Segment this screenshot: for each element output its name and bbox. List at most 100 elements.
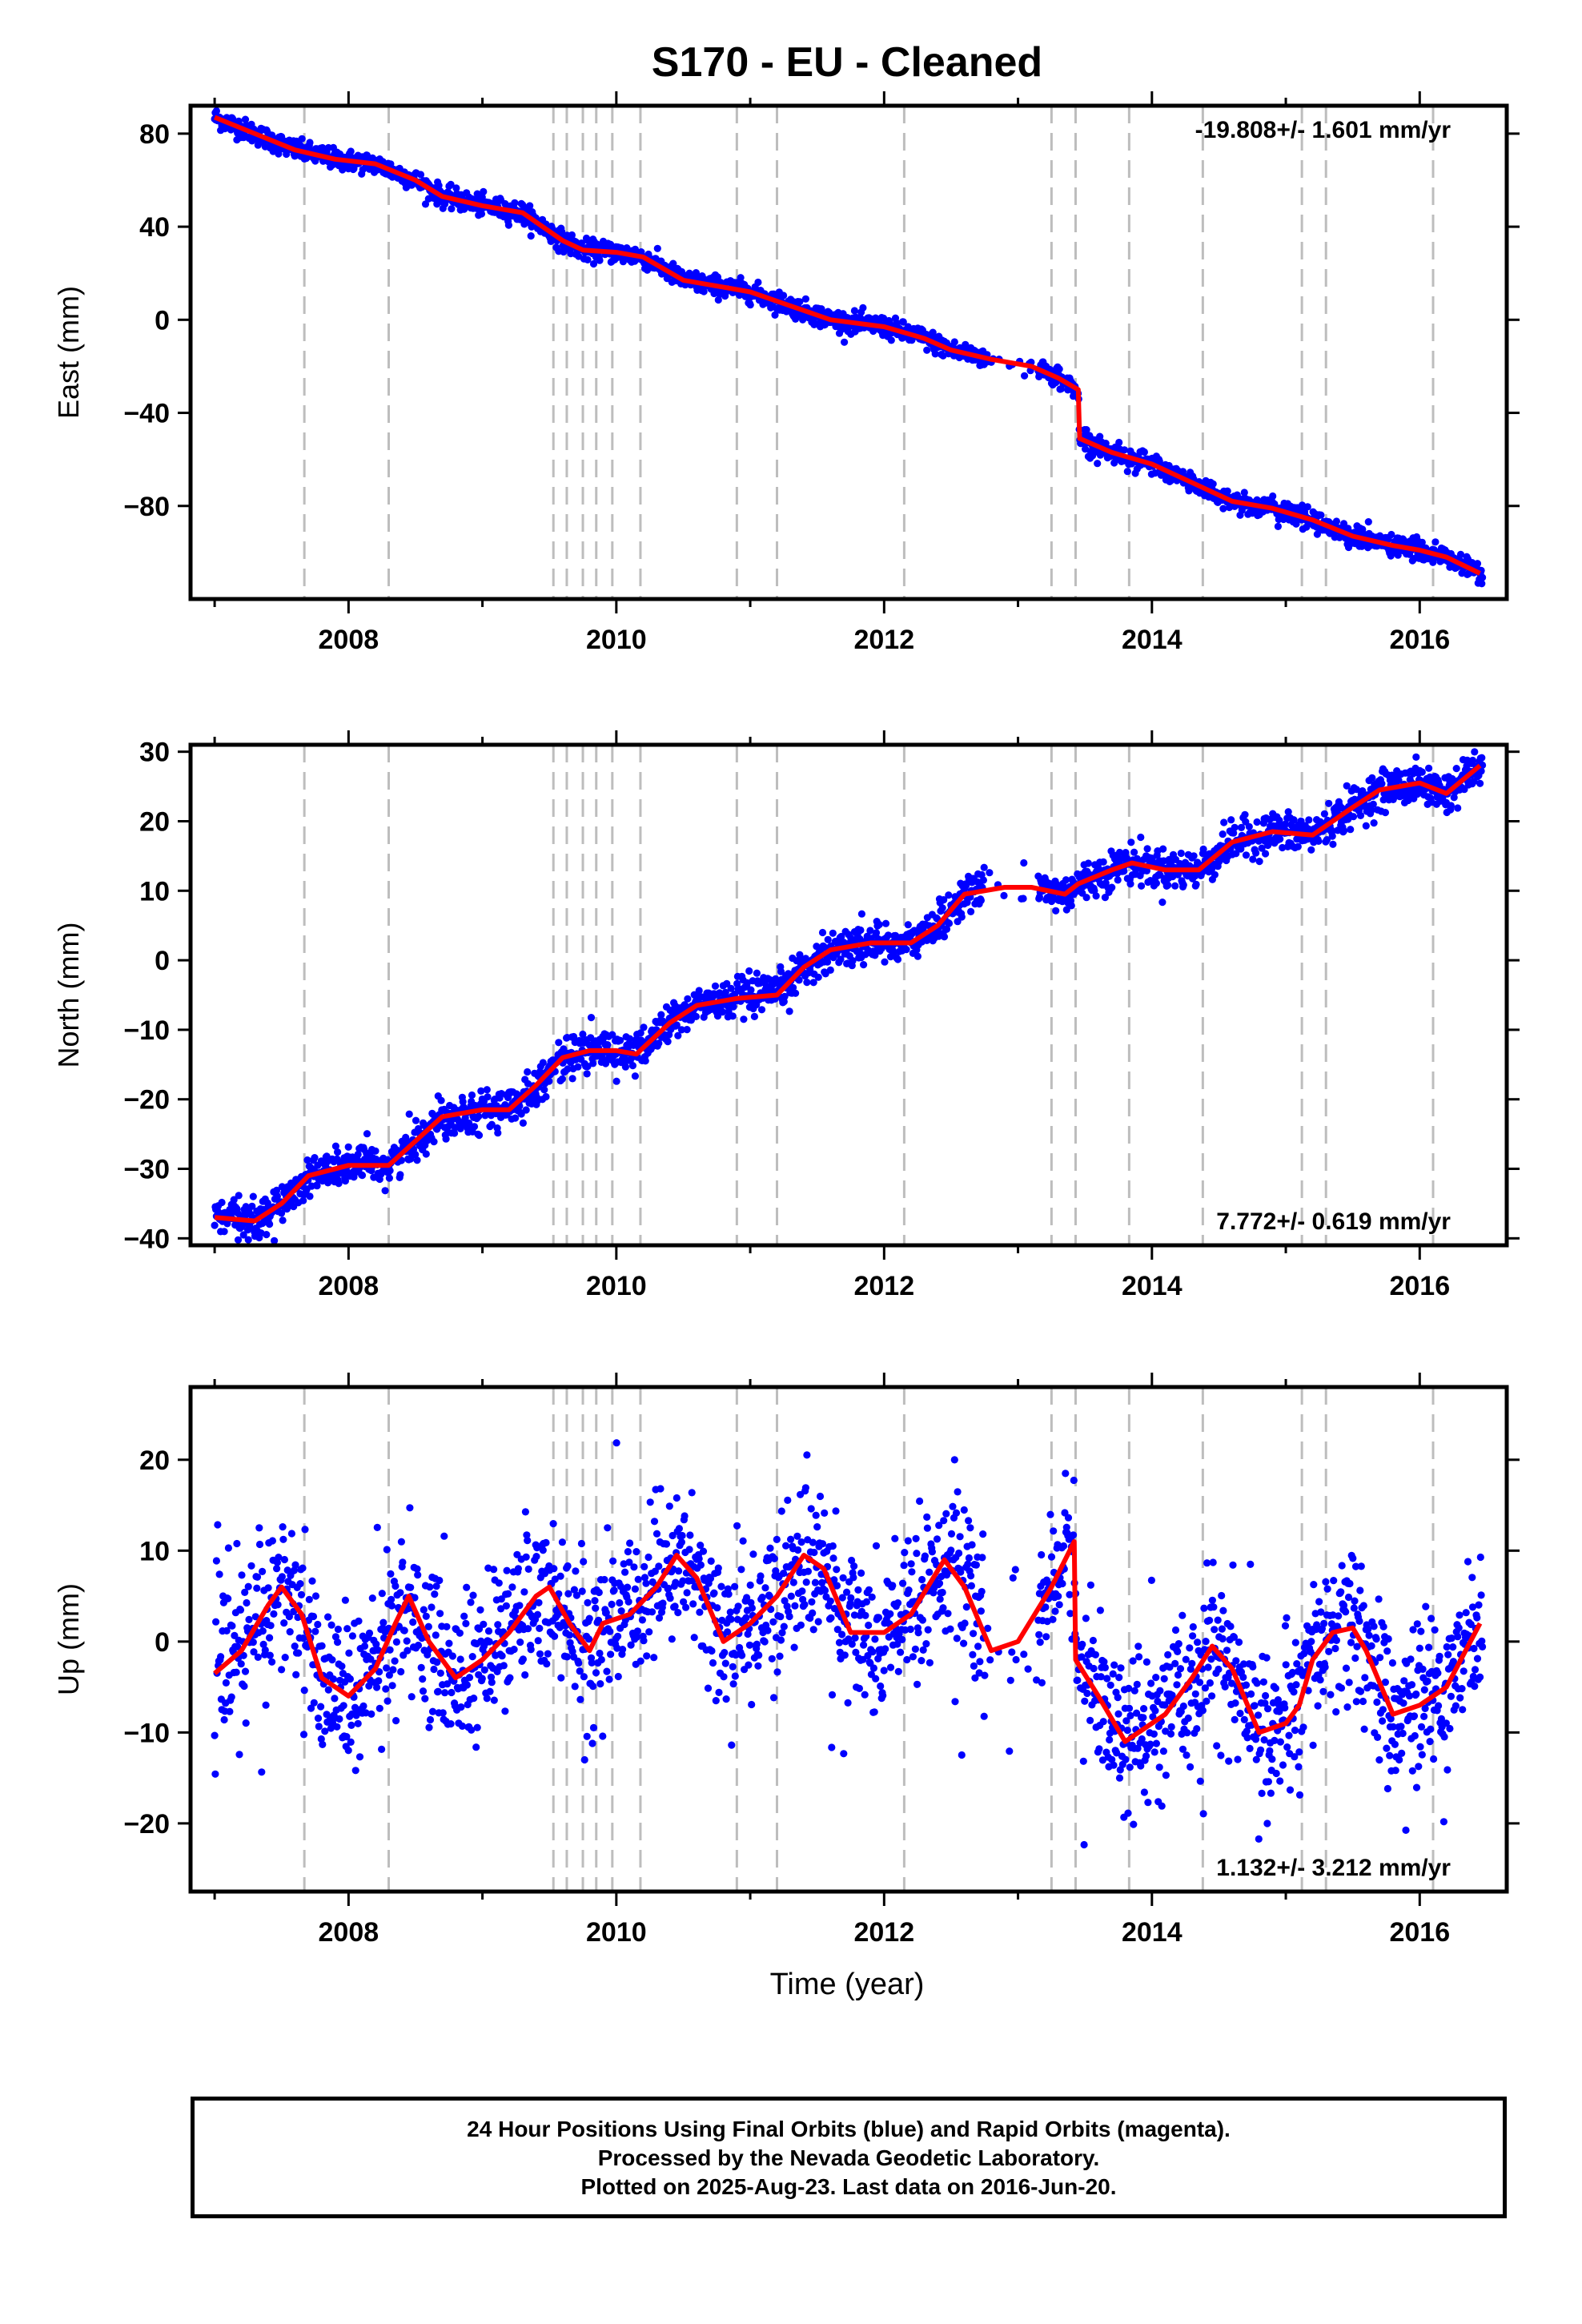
data-point (601, 1059, 610, 1068)
data-point (1262, 850, 1270, 858)
data-point (397, 1538, 405, 1546)
data-point (230, 1196, 238, 1204)
data-point (283, 150, 291, 159)
data-point (307, 1704, 315, 1712)
data-point (255, 1524, 263, 1532)
data-point (432, 1631, 440, 1639)
data-point (448, 205, 456, 213)
y-tick-label: 0 (155, 305, 170, 336)
data-point (837, 932, 845, 941)
data-point (214, 1521, 222, 1529)
data-point (259, 1567, 267, 1575)
data-point (480, 187, 488, 195)
data-point (279, 1216, 287, 1224)
data-point (583, 1732, 591, 1740)
data-point (532, 1553, 540, 1561)
data-point (945, 919, 954, 927)
data-point (328, 1656, 336, 1664)
data-point (986, 869, 994, 877)
data-point (397, 1667, 405, 1676)
data-point (595, 1588, 603, 1597)
data-point (750, 1012, 759, 1020)
data-point (314, 1715, 323, 1723)
data-point (1323, 836, 1331, 844)
rate-label-north: 7.772+/- 0.619 mm/yr (1216, 1208, 1451, 1235)
data-point (475, 1112, 483, 1120)
data-point (291, 1561, 299, 1569)
data-point (638, 1616, 647, 1624)
data-point (1171, 882, 1179, 890)
data-point (857, 910, 865, 918)
data-point (700, 287, 708, 296)
data-point (1368, 774, 1376, 782)
data-point (572, 1591, 581, 1599)
x-tick-label: 2014 (1122, 1271, 1182, 1301)
data-point (516, 1602, 524, 1610)
y-tick-label: 0 (155, 946, 170, 976)
data-point (1219, 505, 1227, 513)
data-point (235, 1751, 243, 1759)
data-point (578, 1587, 586, 1595)
data-point (329, 1675, 337, 1683)
data-point (241, 115, 250, 123)
data-point (428, 1707, 437, 1715)
data-point (584, 1063, 592, 1071)
data-point (470, 1695, 478, 1703)
data-point (631, 1072, 640, 1080)
data-point (860, 961, 868, 969)
data-point (436, 1610, 444, 1618)
data-point (527, 1646, 535, 1654)
data-point (1276, 835, 1284, 843)
data-point (967, 907, 975, 915)
data-point (624, 1598, 632, 1606)
data-point (317, 1703, 325, 1711)
data-point (445, 1639, 453, 1647)
data-point (1143, 845, 1151, 853)
data-point (564, 1562, 572, 1570)
data-point (640, 1562, 648, 1570)
data-point (576, 1695, 584, 1703)
data-point (1082, 894, 1090, 902)
data-point (607, 1651, 615, 1659)
data-point (1096, 432, 1104, 440)
data-point (430, 1138, 438, 1146)
data-point (904, 921, 912, 929)
data-point (303, 1156, 311, 1164)
data-point (677, 1026, 686, 1034)
data-point (641, 1057, 649, 1065)
data-point (583, 1070, 591, 1078)
data-point (1253, 818, 1261, 826)
data-point (729, 1003, 737, 1011)
data-point (421, 1695, 429, 1703)
data-point (551, 1575, 559, 1583)
data-point (675, 1525, 684, 1533)
data-point (589, 1683, 597, 1691)
data-point (396, 1589, 404, 1597)
data-point (1454, 804, 1462, 812)
data-point (796, 298, 804, 306)
data-point (818, 928, 827, 937)
y-tick-label: 30 (139, 738, 170, 768)
data-point (1115, 438, 1123, 447)
data-point (490, 1696, 498, 1704)
data-point (634, 1575, 642, 1583)
data-point (1137, 833, 1145, 842)
data-point (668, 1635, 676, 1643)
data-point (621, 1568, 629, 1576)
data-point (1179, 881, 1187, 889)
data-point (1328, 832, 1336, 840)
data-point (1199, 845, 1207, 853)
data-point (1242, 851, 1251, 859)
data-point (344, 1143, 352, 1151)
data-point (539, 1059, 547, 1067)
data-point (348, 1632, 356, 1640)
data-point (280, 1619, 288, 1627)
data-point (652, 1530, 661, 1538)
data-point (273, 1186, 281, 1194)
data-point (212, 1618, 220, 1626)
data-point (600, 1575, 608, 1584)
data-point (866, 927, 874, 935)
data-point (643, 1652, 651, 1660)
data-point (239, 1651, 247, 1659)
